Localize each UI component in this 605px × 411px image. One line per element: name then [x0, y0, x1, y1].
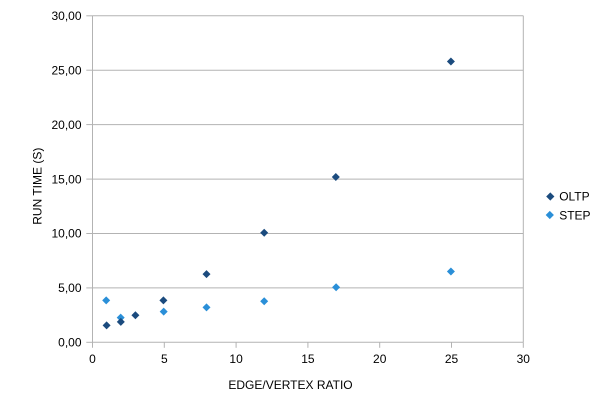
- svg-text:25,00: 25,00: [51, 63, 81, 77]
- svg-text:20: 20: [373, 352, 387, 366]
- svg-text:10,00: 10,00: [51, 227, 81, 241]
- svg-text:OLTP: OLTP: [559, 189, 589, 203]
- svg-text:25: 25: [445, 352, 459, 366]
- svg-text:20,00: 20,00: [51, 118, 81, 132]
- svg-text:30: 30: [517, 352, 531, 366]
- svg-text:EDGE/VERTEX RATIO: EDGE/VERTEX RATIO: [228, 378, 352, 392]
- svg-text:15: 15: [301, 352, 315, 366]
- svg-text:10: 10: [229, 352, 243, 366]
- svg-text:15,00: 15,00: [51, 172, 81, 186]
- svg-text:0,00: 0,00: [58, 336, 82, 350]
- svg-text:0: 0: [89, 352, 96, 366]
- svg-text:RUN TIME (S): RUN TIME (S): [31, 148, 45, 225]
- svg-text:5,00: 5,00: [58, 281, 82, 295]
- svg-text:30,00: 30,00: [51, 9, 81, 23]
- svg-text:STEP: STEP: [559, 208, 590, 222]
- svg-text:5: 5: [161, 352, 168, 366]
